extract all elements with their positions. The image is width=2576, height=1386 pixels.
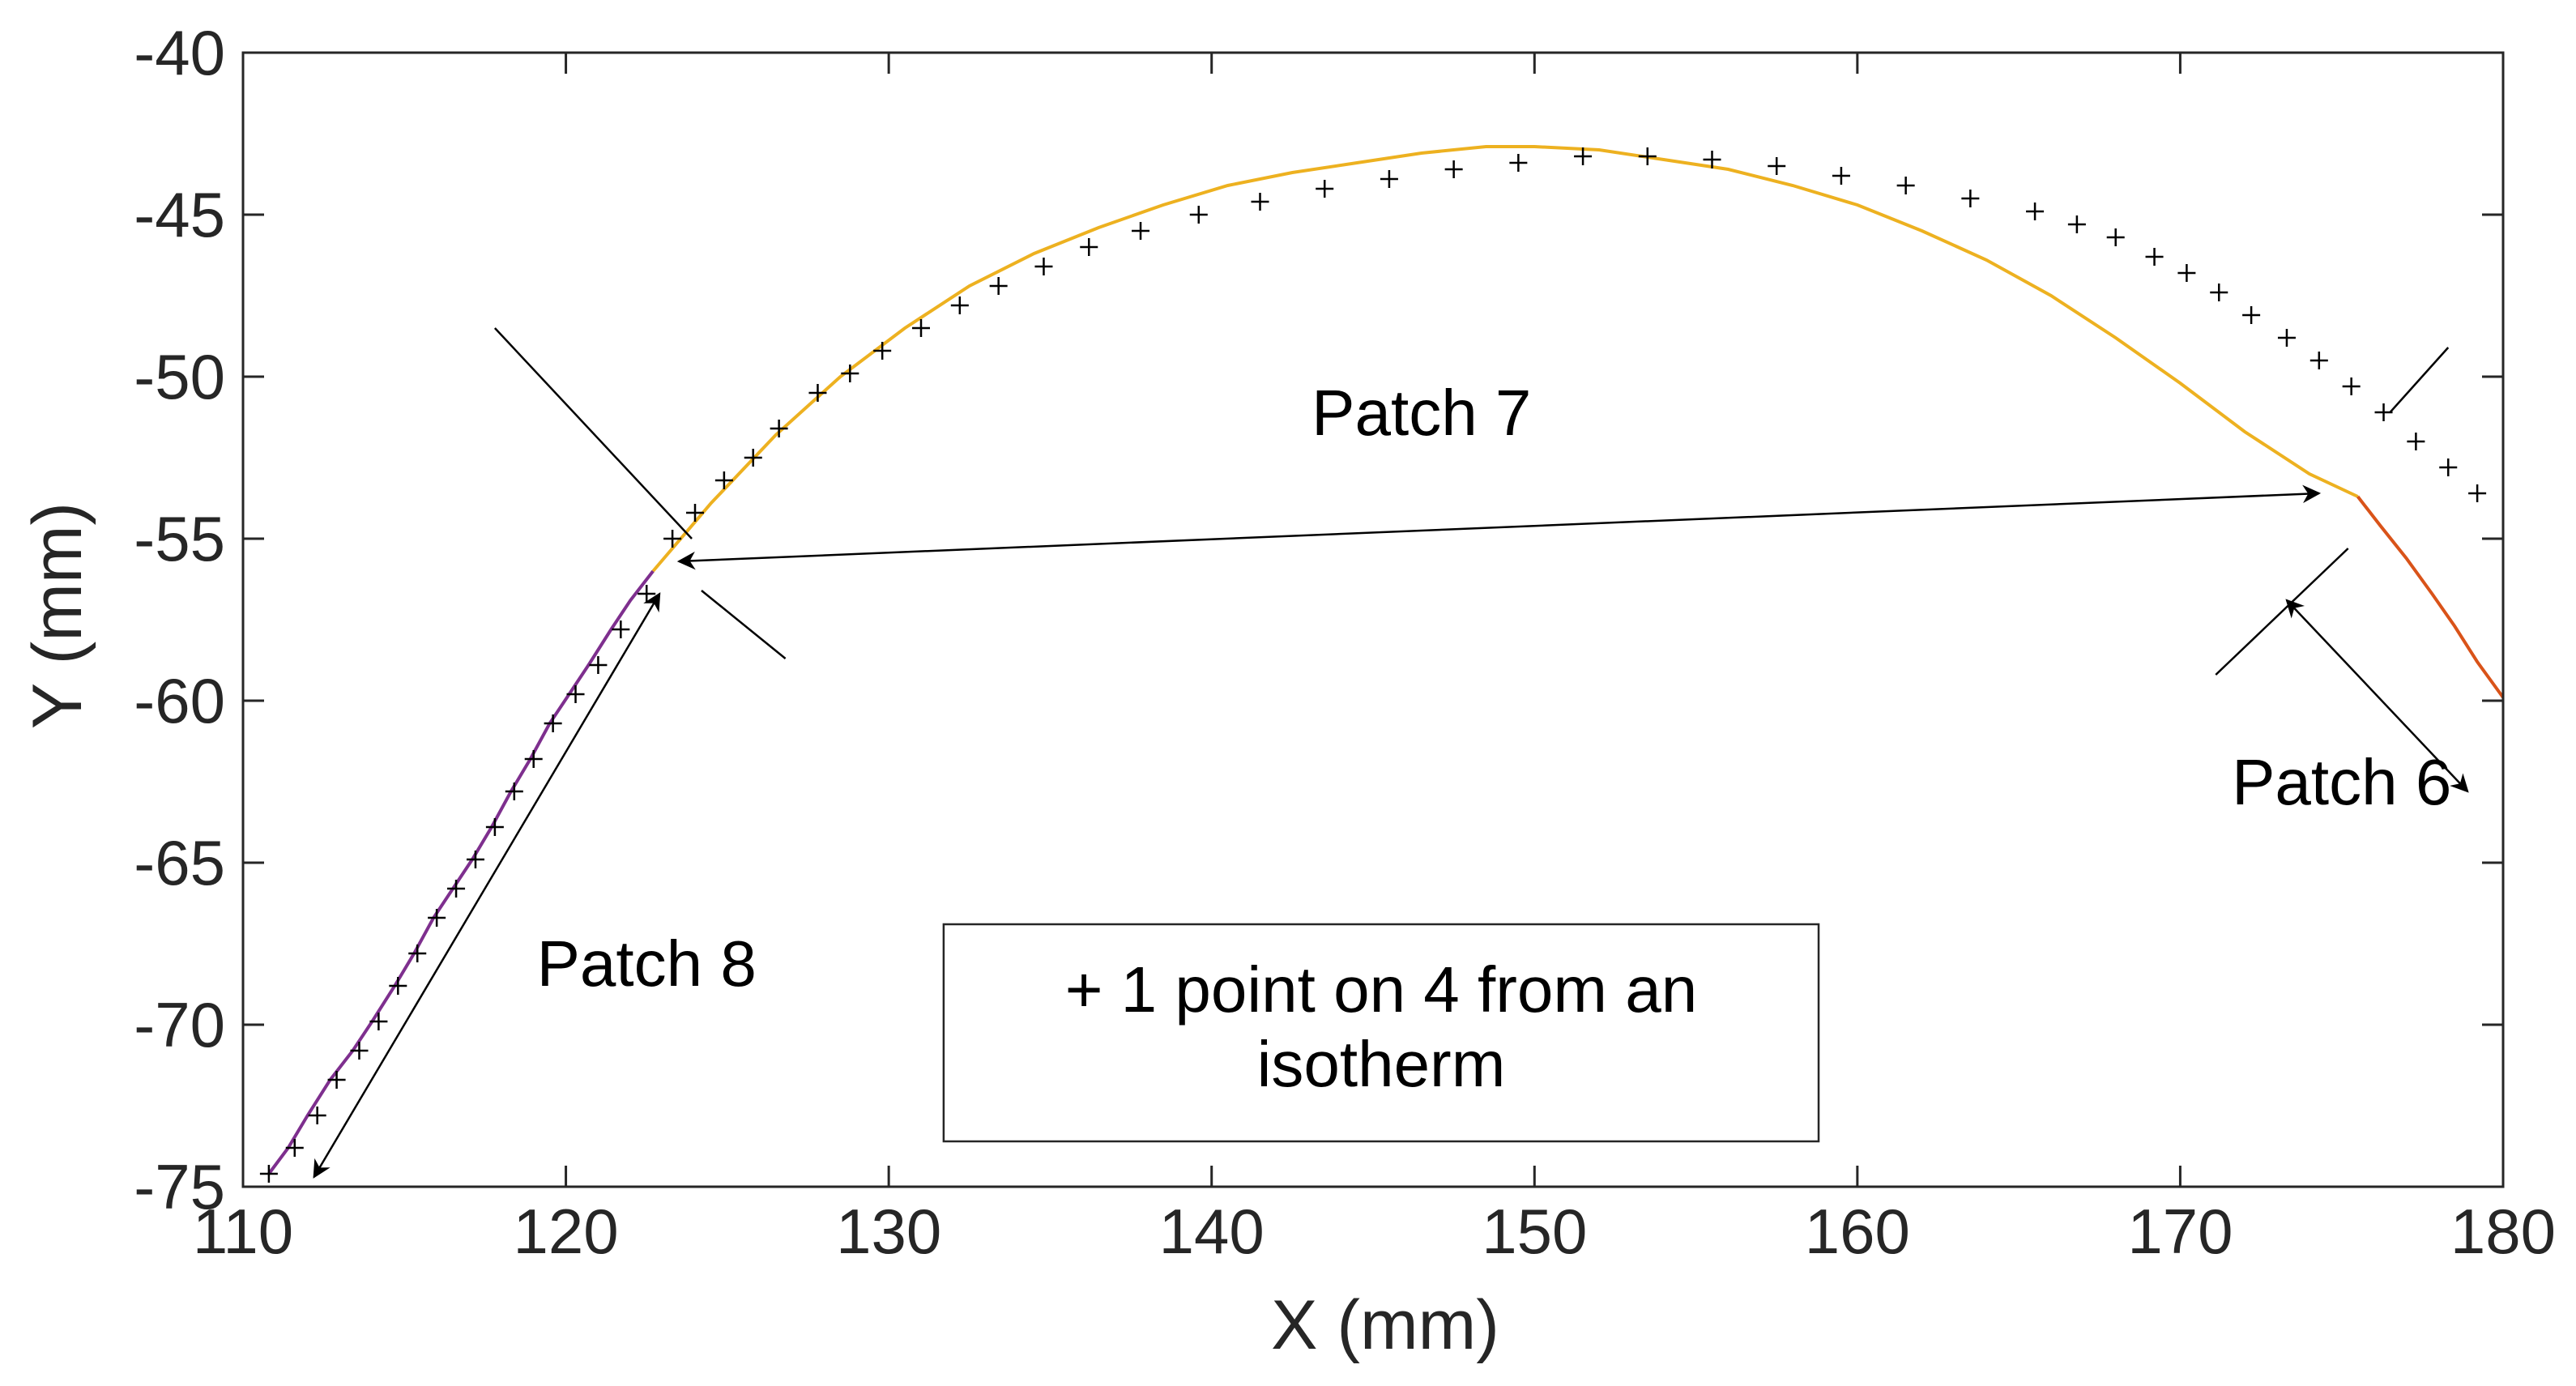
series-line-1 <box>651 145 2359 573</box>
patch-span-arrow <box>313 592 661 1179</box>
data-point <box>1574 147 1593 165</box>
y-tick-label: -65 <box>134 827 225 898</box>
data-point <box>2309 352 2328 369</box>
x-tick-label: 160 <box>1805 1196 1910 1267</box>
data-point <box>1444 160 1463 178</box>
patch-label: Patch 6 <box>2232 746 2451 818</box>
data-point <box>1132 222 1150 240</box>
data-point <box>1380 170 1398 188</box>
data-point <box>841 365 859 382</box>
data-point <box>1961 190 1980 207</box>
data-point <box>1768 157 1786 175</box>
data-point <box>1034 258 1053 275</box>
tick-labels: 110 120 130 140 150 160 170 180 -40 -45 -50 -55 -60 -… <box>134 17 2556 1267</box>
data-point <box>950 296 969 314</box>
data-point <box>2106 228 2125 246</box>
data-point <box>1316 180 1334 198</box>
series-line-2 <box>2356 495 2503 699</box>
boundary-lines <box>313 327 2469 1179</box>
data-point <box>770 420 788 437</box>
x-tick-label: 140 <box>1159 1196 1265 1267</box>
data-point <box>2439 458 2458 476</box>
data-point <box>2468 484 2487 502</box>
patch-boundary-line <box>701 590 787 659</box>
x-axis-label: X (mm) <box>1271 1286 1499 1364</box>
annotations: Patch 7 Patch 6 Patch 8 <box>537 377 2452 1000</box>
plot-area-frame <box>241 51 2505 1188</box>
data-point <box>2374 403 2393 421</box>
y-tick-label: -40 <box>134 17 225 88</box>
patch-label: Patch 7 <box>1311 377 1531 449</box>
data-point <box>2277 329 2296 347</box>
data-point <box>1832 167 1850 185</box>
y-tick-label: -55 <box>134 503 225 574</box>
patch-boundary-line <box>493 327 693 539</box>
axis-labels: X (mm) Y (mm) <box>19 502 1499 1364</box>
data-point <box>1703 151 1721 168</box>
x-tick-label: 120 <box>514 1196 619 1267</box>
legend-text-line: + 1 point on 4 from an <box>1065 953 1698 1026</box>
data-point <box>808 384 827 402</box>
y-axis-label: Y (mm) <box>19 502 96 729</box>
data-point <box>2242 306 2261 324</box>
data-point <box>2407 433 2425 450</box>
data-point <box>2177 264 2196 282</box>
data-point <box>2145 248 2164 266</box>
legend-text-line: isotherm <box>1257 1028 1506 1100</box>
data-point <box>989 277 1008 295</box>
axes <box>241 51 2505 1188</box>
data-point <box>1896 177 1915 194</box>
x-tick-label: 110 <box>193 1196 293 1267</box>
patch-boundary-line <box>2389 347 2450 413</box>
x-tick-label: 170 <box>2127 1196 2233 1267</box>
x-tick-label: 130 <box>836 1196 941 1267</box>
data-point <box>873 342 892 360</box>
patch-span-arrow <box>2285 599 2469 793</box>
x-tick-label: 150 <box>1482 1196 1587 1267</box>
x-tick-label: 180 <box>2450 1196 2556 1267</box>
y-tick-label: -75 <box>134 1151 225 1222</box>
data-point <box>2342 377 2361 395</box>
data-point <box>744 449 762 467</box>
data-point <box>1189 206 1208 224</box>
data-point <box>1638 147 1657 165</box>
y-tick-label: -50 <box>134 341 225 412</box>
data-point <box>1509 154 1528 172</box>
data-point <box>1251 193 1269 211</box>
data-point <box>285 1139 304 1157</box>
data-point <box>2026 203 2045 220</box>
patch-label: Patch 8 <box>537 928 757 1000</box>
legend-frame <box>942 923 1820 1143</box>
patch-span-arrow <box>676 484 2322 570</box>
data-point <box>2210 284 2228 301</box>
y-tick-label: -45 <box>134 179 225 250</box>
data-point <box>2067 215 2086 233</box>
y-tick-label: -70 <box>134 989 225 1060</box>
data-point <box>259 1165 278 1183</box>
data-point <box>1080 238 1098 256</box>
patch-boundary-line <box>2215 548 2349 676</box>
data-point <box>912 319 930 337</box>
y-tick-label: -60 <box>134 665 225 736</box>
